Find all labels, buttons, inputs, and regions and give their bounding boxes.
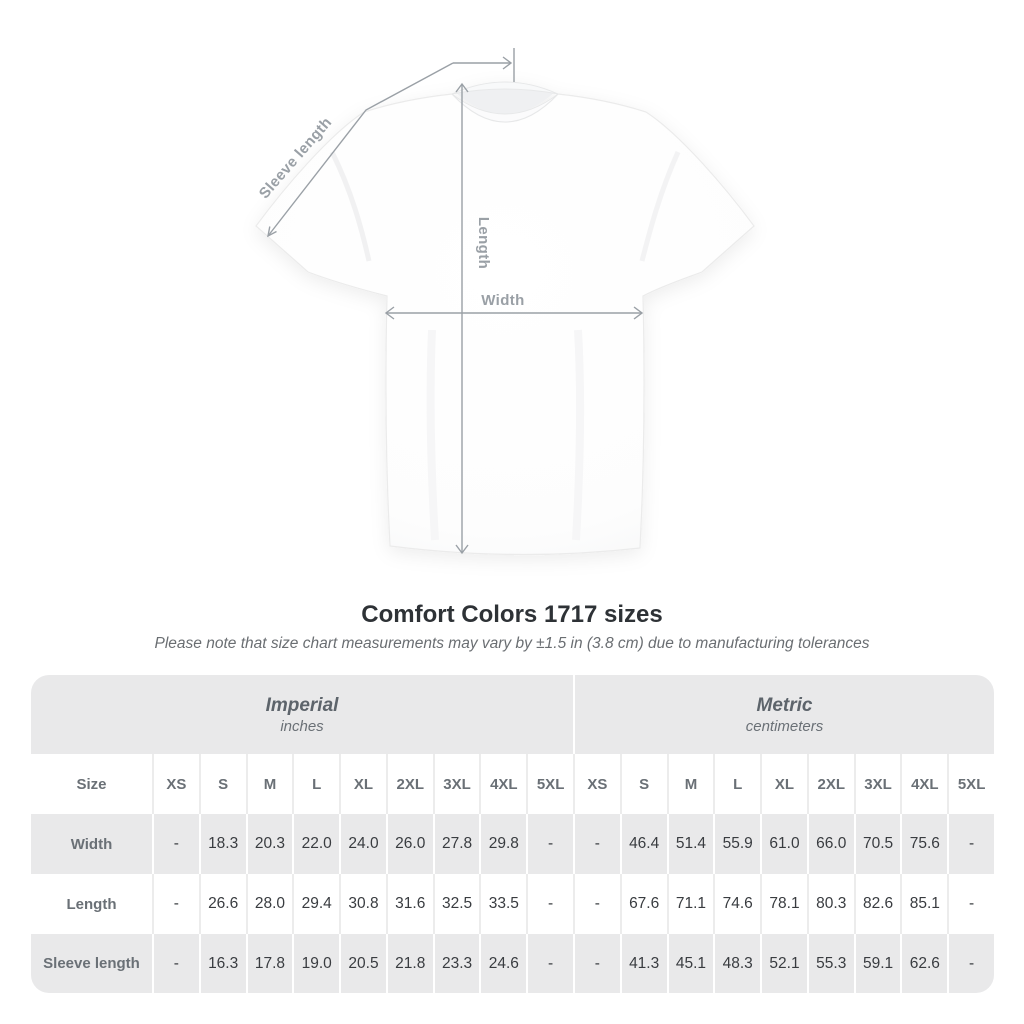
measurement-cell-imperial: 23.3 <box>432 934 480 993</box>
measurement-cell-imperial: 29.8 <box>479 814 527 874</box>
size-col-header-imperial: 4XL <box>479 754 527 814</box>
imperial-subtitle: inches <box>280 717 324 735</box>
size-col-header-imperial: XS <box>152 754 199 814</box>
measurement-cell-imperial: 26.0 <box>385 814 433 874</box>
row-label: Sleeve length <box>31 934 152 993</box>
size-col-header-imperial: 2XL <box>385 754 433 814</box>
measurement-cell-metric: 45.1 <box>666 934 714 993</box>
width-label: Width <box>481 292 525 309</box>
measurement-cell-metric: 66.0 <box>806 814 854 874</box>
measurement-cell-metric: 41.3 <box>619 934 667 993</box>
tshirt-measurement-diagram: Length Width Sleeve length <box>255 48 755 556</box>
size-col-header-metric: M <box>666 754 714 814</box>
metric-title: Metric <box>756 694 813 716</box>
measurement-cell-imperial: 20.3 <box>245 814 293 874</box>
measurement-cell-imperial: 28.0 <box>245 874 293 934</box>
measurement-cell-metric: 61.0 <box>760 814 807 874</box>
measurement-cell-imperial: 24.6 <box>479 934 527 993</box>
length-arrow <box>455 82 469 555</box>
size-col-header-imperial: M <box>245 754 293 814</box>
measurement-cell-imperial: - <box>526 814 573 874</box>
measurement-cell-imperial: 30.8 <box>339 874 386 934</box>
size-col-header-metric: 5XL <box>947 754 994 814</box>
measurement-cell-metric: - <box>573 874 620 934</box>
measurement-cell-metric: 52.1 <box>760 934 807 993</box>
measurement-cell-imperial: 26.6 <box>198 874 246 934</box>
measurement-cell-metric: 55.9 <box>713 814 761 874</box>
measurement-cell-imperial: 16.3 <box>198 934 246 993</box>
size-col-header-metric: S <box>619 754 667 814</box>
measurement-cell-metric: 75.6 <box>900 814 948 874</box>
measurement-cell-metric: 55.3 <box>806 934 854 993</box>
measurement-cell-imperial: 19.0 <box>292 934 340 993</box>
measurement-cell-metric: - <box>573 814 620 874</box>
measurement-cell-metric: 46.4 <box>619 814 667 874</box>
size-col-header-metric: L <box>713 754 761 814</box>
measurement-cell-metric: 80.3 <box>806 874 854 934</box>
size-column-header: Size <box>31 754 152 814</box>
size-col-header-imperial: L <box>292 754 340 814</box>
measurement-cell-imperial: 31.6 <box>385 874 433 934</box>
measurement-cell-metric: - <box>947 814 994 874</box>
row-label: Width <box>31 814 152 874</box>
measurement-cell-metric: - <box>947 874 994 934</box>
measurement-cell-imperial: 27.8 <box>432 814 480 874</box>
measurement-cell-imperial: 24.0 <box>339 814 386 874</box>
size-col-header-metric: XL <box>760 754 807 814</box>
measurement-cell-metric: 67.6 <box>619 874 667 934</box>
tolerance-note: Please note that size chart measurements… <box>154 635 870 652</box>
measurement-annotations <box>267 48 644 555</box>
size-col-header-imperial: 3XL <box>432 754 480 814</box>
measurement-cell-metric: 71.1 <box>666 874 714 934</box>
measurement-cell-imperial: - <box>526 934 573 993</box>
measurement-cell-imperial: - <box>152 814 199 874</box>
tshirt-image <box>255 81 755 556</box>
measurement-cell-imperial: 21.8 <box>385 934 433 993</box>
length-label: Length <box>475 217 492 269</box>
measurement-cell-metric: 74.6 <box>713 874 761 934</box>
measurement-cell-metric: 48.3 <box>713 934 761 993</box>
unit-group-imperial: Imperial inches <box>31 675 573 754</box>
measurement-cell-metric: 59.1 <box>853 934 901 993</box>
sleeve-length-arrow <box>267 48 515 238</box>
row-label: Length <box>31 874 152 934</box>
measurement-cell-metric: 70.5 <box>853 814 901 874</box>
measurement-cell-imperial: 33.5 <box>479 874 527 934</box>
unit-group-metric: Metric centimeters <box>573 675 994 754</box>
metric-subtitle: centimeters <box>745 717 824 735</box>
measurement-cell-imperial: 29.4 <box>292 874 340 934</box>
size-col-header-imperial: S <box>198 754 246 814</box>
measurement-cell-metric: - <box>947 934 994 993</box>
size-chart-table: Imperial inches Metric centimeters Size X… <box>31 675 994 993</box>
measurement-cell-imperial: 32.5 <box>432 874 480 934</box>
size-col-header-metric: 3XL <box>853 754 901 814</box>
size-col-header-imperial: XL <box>339 754 386 814</box>
measurement-cell-metric: 51.4 <box>666 814 714 874</box>
measurement-cell-imperial: 18.3 <box>198 814 246 874</box>
size-col-header-metric: 2XL <box>806 754 854 814</box>
size-col-header-metric: 4XL <box>900 754 948 814</box>
measurement-cell-imperial: 22.0 <box>292 814 340 874</box>
size-col-header-metric: XS <box>573 754 620 814</box>
measurement-cell-metric: - <box>573 934 620 993</box>
measurement-cell-imperial: - <box>152 874 199 934</box>
page-title: Comfort Colors 1717 sizes <box>361 601 663 628</box>
size-col-header-imperial: 5XL <box>526 754 573 814</box>
measurement-cell-imperial: - <box>152 934 199 993</box>
measurement-cell-imperial: 17.8 <box>245 934 293 993</box>
imperial-title: Imperial <box>265 694 339 716</box>
measurement-cell-imperial: - <box>526 874 573 934</box>
width-arrow <box>384 306 644 320</box>
measurement-cell-imperial: 20.5 <box>339 934 386 993</box>
measurement-cell-metric: 85.1 <box>900 874 948 934</box>
measurement-cell-metric: 82.6 <box>853 874 901 934</box>
measurement-cell-metric: 78.1 <box>760 874 807 934</box>
measurement-cell-metric: 62.6 <box>900 934 948 993</box>
